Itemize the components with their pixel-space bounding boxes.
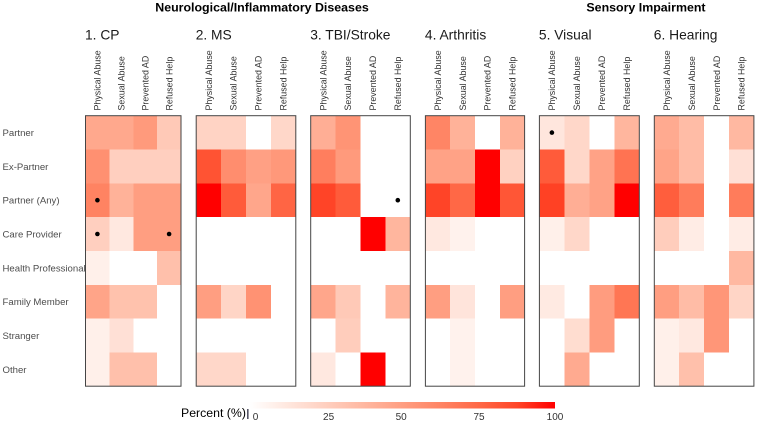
svg-text:50: 50 bbox=[396, 412, 408, 423]
svg-text:Prevented AD: Prevented AD bbox=[368, 56, 378, 111]
svg-text:4. Arthritis: 4. Arthritis bbox=[425, 27, 486, 42]
svg-text:Ex-Partner: Ex-Partner bbox=[3, 162, 50, 173]
svg-text:5. Visual: 5. Visual bbox=[539, 27, 592, 42]
svg-text:Sexual Abuse: Sexual Abuse bbox=[572, 56, 582, 110]
svg-text:Stranger: Stranger bbox=[3, 331, 41, 342]
svg-text:Prevented AD: Prevented AD bbox=[712, 56, 722, 111]
svg-text:Prevented AD: Prevented AD bbox=[254, 56, 264, 111]
svg-text:Physical Abuse: Physical Abuse bbox=[662, 50, 672, 110]
svg-text:25: 25 bbox=[323, 412, 335, 423]
svg-text:Sexual Abuse: Sexual Abuse bbox=[687, 56, 697, 110]
svg-text:Sensory Impairment: Sensory Impairment bbox=[586, 1, 705, 15]
svg-text:Refused Help: Refused Help bbox=[622, 57, 632, 111]
svg-text:Physical Abuse: Physical Abuse bbox=[547, 50, 557, 110]
svg-text:75: 75 bbox=[473, 412, 485, 423]
svg-text:Sexual Abuse: Sexual Abuse bbox=[458, 56, 468, 110]
svg-text:Care Provider: Care Provider bbox=[3, 230, 63, 241]
svg-text:Partner (Any): Partner (Any) bbox=[3, 196, 60, 207]
svg-text:2. MS: 2. MS bbox=[196, 27, 232, 42]
svg-text:Sexual Abuse: Sexual Abuse bbox=[117, 56, 127, 110]
svg-text:Prevented AD: Prevented AD bbox=[140, 56, 150, 111]
svg-text:1. CP: 1. CP bbox=[85, 27, 120, 42]
svg-text:Neurological/Inflammatory Dise: Neurological/Inflammatory Diseases bbox=[155, 1, 369, 15]
svg-text:Other: Other bbox=[3, 365, 28, 376]
svg-text:100: 100 bbox=[547, 412, 564, 423]
svg-text:Physical Abuse: Physical Abuse bbox=[93, 50, 103, 110]
svg-text:Prevented AD: Prevented AD bbox=[597, 56, 607, 111]
svg-text:Physical Abuse: Physical Abuse bbox=[433, 50, 443, 110]
svg-text:Refused Help: Refused Help bbox=[737, 57, 747, 111]
svg-text:Health Professional: Health Professional bbox=[3, 263, 86, 274]
svg-text:Percent (%): Percent (%) bbox=[181, 406, 246, 420]
svg-text:0: 0 bbox=[253, 412, 259, 423]
svg-text:Refused Help: Refused Help bbox=[507, 57, 517, 111]
svg-text:Physical Abuse: Physical Abuse bbox=[318, 50, 328, 110]
svg-text:Sexual Abuse: Sexual Abuse bbox=[343, 56, 353, 110]
svg-text:Prevented AD: Prevented AD bbox=[483, 56, 493, 111]
svg-text:Refused Help: Refused Help bbox=[279, 57, 289, 111]
svg-text:Sexual Abuse: Sexual Abuse bbox=[229, 56, 239, 110]
svg-text:Refused Help: Refused Help bbox=[393, 57, 403, 111]
svg-text:6. Hearing: 6. Hearing bbox=[654, 27, 718, 42]
svg-text:Family Member: Family Member bbox=[3, 297, 70, 308]
svg-text:Refused Help: Refused Help bbox=[164, 57, 174, 111]
svg-text:Physical Abuse: Physical Abuse bbox=[204, 50, 214, 110]
svg-text:Partner: Partner bbox=[3, 128, 35, 139]
svg-text:3. TBI/Stroke: 3. TBI/Stroke bbox=[310, 27, 391, 42]
